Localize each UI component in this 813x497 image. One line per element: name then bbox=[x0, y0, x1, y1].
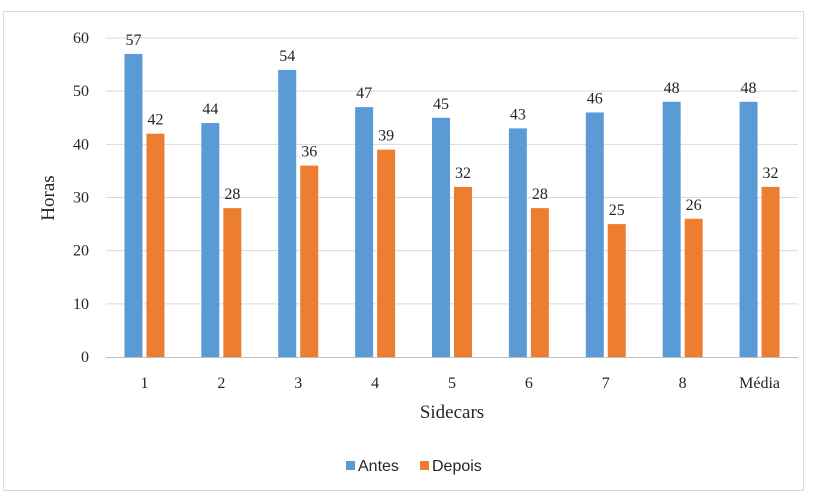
legend-swatch-antes bbox=[346, 461, 355, 470]
bars bbox=[124, 53, 780, 358]
bar-antes-8 bbox=[662, 101, 681, 357]
bar-antes-4 bbox=[355, 107, 374, 357]
bar-antes-2 bbox=[201, 123, 220, 357]
x-tick-label: 8 bbox=[679, 375, 687, 392]
data-label-antes-9: 48 bbox=[741, 80, 757, 97]
data-label-antes-7: 46 bbox=[587, 90, 603, 107]
y-tick-label: 10 bbox=[73, 296, 89, 313]
legend-label-antes: Antes bbox=[358, 458, 399, 475]
x-tick-label: 7 bbox=[602, 375, 610, 392]
x-axis-ticks: 1 2 3 4 5 6 7 8 Média bbox=[140, 375, 780, 392]
data-label-antes-3: 54 bbox=[279, 48, 295, 65]
data-label-depois-4: 39 bbox=[378, 128, 394, 145]
bar-depois-9 bbox=[761, 186, 780, 357]
data-label-antes-6: 43 bbox=[510, 106, 526, 123]
bar-depois-4 bbox=[377, 149, 396, 357]
x-tick-label: 5 bbox=[448, 375, 456, 392]
bar-antes-3 bbox=[278, 69, 297, 358]
bar-depois-8 bbox=[684, 218, 703, 357]
data-label-antes-1: 57 bbox=[125, 32, 141, 49]
data-label-depois-7: 25 bbox=[609, 202, 625, 219]
x-tick-label: 2 bbox=[217, 375, 225, 392]
y-tick-label: 30 bbox=[73, 190, 89, 207]
y-axis-ticks: 0 10 20 30 40 50 60 bbox=[73, 30, 89, 366]
y-tick-label: 50 bbox=[73, 83, 89, 100]
data-label-depois-6: 28 bbox=[532, 186, 548, 203]
legend: Antes Depois bbox=[346, 458, 482, 475]
x-axis-title: Sidecars bbox=[420, 402, 484, 423]
data-label-depois-5: 32 bbox=[455, 165, 471, 182]
y-tick-label: 60 bbox=[73, 30, 89, 47]
bar-antes-7 bbox=[585, 112, 604, 357]
data-label-depois-1: 42 bbox=[147, 112, 163, 129]
legend-swatch-depois bbox=[420, 461, 429, 470]
y-tick-label: 0 bbox=[81, 349, 89, 366]
x-tick-label: 3 bbox=[294, 375, 302, 392]
x-tick-label: 1 bbox=[140, 375, 148, 392]
x-tick-label: Média bbox=[739, 375, 780, 392]
bar-depois-7 bbox=[607, 224, 626, 357]
bar-depois-5 bbox=[454, 186, 472, 357]
y-axis-title: Horas bbox=[38, 175, 59, 220]
bar-antes-1 bbox=[124, 53, 143, 357]
bar-depois-3 bbox=[300, 165, 319, 357]
y-tick-label: 40 bbox=[73, 136, 89, 153]
y-tick-label: 20 bbox=[73, 243, 89, 260]
x-tick-label: 4 bbox=[371, 375, 379, 392]
legend-label-depois: Depois bbox=[432, 458, 482, 475]
data-label-antes-5: 45 bbox=[433, 96, 449, 113]
bar-depois-1 bbox=[146, 133, 165, 357]
bar-antes-5 bbox=[432, 117, 450, 357]
data-label-antes-2: 44 bbox=[202, 101, 218, 118]
bar-antes-6 bbox=[508, 128, 527, 357]
data-label-depois-9: 32 bbox=[763, 165, 779, 182]
data-label-depois-2: 28 bbox=[224, 186, 240, 203]
gridlines bbox=[106, 37, 798, 305]
data-label-antes-8: 48 bbox=[664, 80, 680, 97]
x-tick-label: 6 bbox=[525, 375, 533, 392]
bar-antes-9 bbox=[739, 101, 758, 357]
bar-depois-6 bbox=[530, 208, 549, 357]
data-labels: 57 42 44 28 54 36 47 39 45 32 43 28 46 25 48 26 48 32 bbox=[125, 32, 778, 219]
data-label-depois-3: 36 bbox=[301, 144, 317, 161]
data-label-depois-8: 26 bbox=[686, 197, 702, 214]
data-label-antes-4: 47 bbox=[356, 85, 372, 102]
bar-depois-2 bbox=[223, 208, 242, 357]
